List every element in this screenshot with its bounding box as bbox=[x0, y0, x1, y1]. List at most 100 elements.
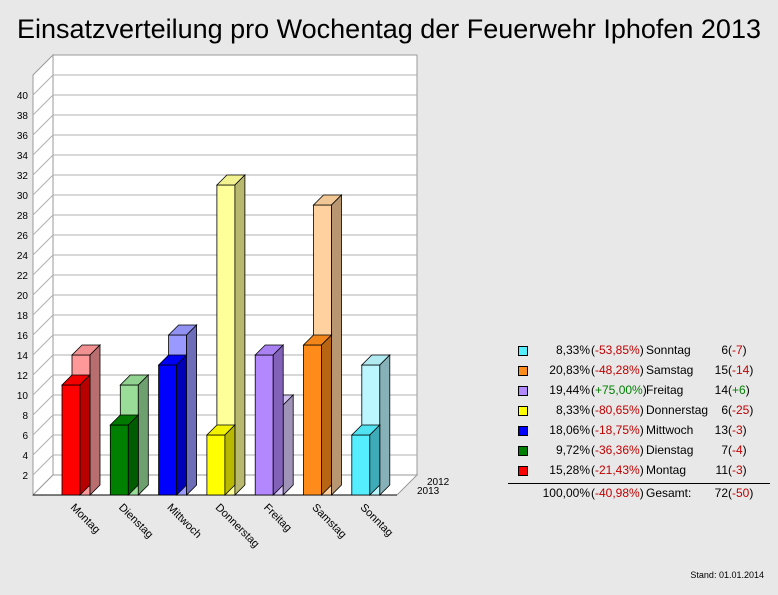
legend-percent: 8,33% bbox=[555, 343, 590, 357]
legend-total-label: Gesamt: bbox=[646, 486, 692, 500]
legend-count: 6 bbox=[721, 403, 728, 417]
y-tick-label: 14 bbox=[17, 351, 29, 362]
y-tick-label: 36 bbox=[17, 131, 29, 142]
series-label-2012: 2012 bbox=[427, 477, 450, 488]
legend-count: 14 bbox=[714, 383, 728, 397]
y-tick-label: 40 bbox=[17, 91, 29, 102]
y-tick-label: 28 bbox=[17, 211, 29, 222]
bar-2013-samstag bbox=[302, 334, 333, 496]
y-tick-label: 30 bbox=[17, 191, 29, 202]
y-tick-label: 2 bbox=[22, 471, 28, 482]
legend-swatch bbox=[518, 446, 528, 456]
legend-day: Sonntag bbox=[646, 343, 691, 357]
x-tick-label: Freitag bbox=[261, 502, 294, 535]
legend-diff: (-14) bbox=[728, 363, 754, 377]
bar-2013-montag bbox=[61, 374, 91, 496]
legend-day: Dienstag bbox=[646, 443, 694, 457]
legend-percent: 8,33% bbox=[555, 403, 590, 417]
legend-percent: 20,83% bbox=[549, 363, 590, 377]
legend-change: (-48,28%) bbox=[591, 363, 644, 377]
legend-total-diff: (-50) bbox=[728, 486, 754, 500]
bar-2012-donnerstag bbox=[215, 174, 246, 496]
legend-diff: (+6) bbox=[728, 383, 750, 397]
legend-change: (-53,85%) bbox=[591, 343, 644, 357]
legend-row: 20,83% (-48,28%) Samstag 15 (-14) bbox=[508, 361, 770, 381]
legend-row: 8,33% (-53,85%) Sonntag 6 (-7) bbox=[508, 341, 770, 361]
chart-title: Einsatzverteilung pro Wochentag der Feue… bbox=[17, 14, 761, 44]
legend-swatch bbox=[518, 366, 528, 376]
legend-count: 7 bbox=[721, 443, 728, 457]
legend-count: 13 bbox=[714, 423, 728, 437]
legend-swatch bbox=[518, 406, 528, 416]
legend-row: 8,33% (-80,65%) Donnerstag 6 (-25) bbox=[508, 401, 770, 421]
legend-percent: 9,72% bbox=[555, 443, 590, 457]
y-tick-label: 6 bbox=[22, 431, 28, 442]
x-tick-label: Montag bbox=[68, 502, 102, 536]
legend-count: 15 bbox=[714, 363, 728, 377]
legend-table: 8,33% (-53,85%) Sonntag 6 (-7) 20,83% (-48,28%… bbox=[508, 341, 770, 504]
y-tick-label: 32 bbox=[17, 171, 29, 182]
legend-diff: (-7) bbox=[728, 343, 747, 357]
legend-diff: (-4) bbox=[728, 443, 747, 457]
legend-change: (-18,75%) bbox=[591, 423, 644, 437]
y-tick-label: 16 bbox=[17, 331, 29, 342]
bars bbox=[61, 174, 391, 496]
y-tick-label: 12 bbox=[17, 371, 29, 382]
legend-day: Donnerstag bbox=[646, 403, 709, 417]
legend-diff: (-3) bbox=[728, 423, 747, 437]
y-tick-label: 38 bbox=[17, 111, 29, 122]
legend-diff: (-3) bbox=[728, 463, 747, 477]
legend-change: (-21,43%) bbox=[591, 463, 644, 477]
bar-2013-mittwoch bbox=[157, 354, 188, 496]
y-tick-label: 8 bbox=[22, 411, 28, 422]
x-tick-label: Dienstag bbox=[116, 502, 155, 541]
bar-2013-donnerstag bbox=[205, 424, 236, 496]
legend-row: 15,28% (-21,43%) Montag 11 (-3) bbox=[508, 461, 770, 481]
legend-total-count: 72 bbox=[714, 486, 728, 500]
x-tick-label: Mittwoch bbox=[164, 502, 203, 541]
legend-change: (-80,65%) bbox=[591, 403, 644, 417]
y-tick-label: 4 bbox=[22, 451, 28, 462]
legend-percent: 19,44% bbox=[549, 383, 590, 397]
legend-swatch bbox=[518, 386, 528, 396]
legend-row: 18,06% (-18,75%) Mittwoch 13 (-3) bbox=[508, 421, 770, 441]
legend-change: (-36,36%) bbox=[591, 443, 644, 457]
y-tick-label: 10 bbox=[17, 391, 29, 402]
bar-2013-sonntag bbox=[350, 424, 381, 496]
series-depth-labels: 2012 2013 bbox=[417, 477, 450, 497]
y-tick-label: 26 bbox=[17, 231, 29, 242]
legend-change: (+75,00%) bbox=[591, 383, 647, 397]
legend-day: Mittwoch bbox=[646, 423, 694, 437]
x-axis-labels: Montag Dienstag Mittwoch Donnerstag Freitag S… bbox=[68, 502, 395, 551]
legend-row: 19,44% (+75,00%) Freitag 14 (+6) bbox=[508, 381, 770, 401]
legend-day: Montag bbox=[646, 463, 687, 477]
legend-total-row: 100,00% (-40,98%) Gesamt: 72 (-50) bbox=[508, 483, 770, 504]
bar-2013-dienstag bbox=[109, 414, 140, 496]
legend-day: Samstag bbox=[646, 363, 694, 377]
legend-diff: (-25) bbox=[728, 403, 754, 417]
x-tick-label: Donnerstag bbox=[213, 502, 262, 551]
legend-swatch bbox=[518, 466, 528, 476]
bar-2013-freitag bbox=[254, 344, 285, 496]
legend-total-percent: 100,00% bbox=[542, 486, 590, 500]
y-tick-label: 20 bbox=[17, 291, 29, 302]
x-tick-label: Samstag bbox=[309, 502, 348, 541]
y-tick-label: 22 bbox=[17, 271, 29, 282]
y-tick-label: 34 bbox=[17, 151, 29, 162]
legend-swatch bbox=[518, 346, 528, 356]
y-tick-label: 24 bbox=[17, 251, 29, 262]
legend-count: 6 bbox=[721, 343, 728, 357]
x-tick-label: Sonntag bbox=[358, 502, 395, 539]
legend-swatch bbox=[518, 426, 528, 436]
legend-day: Freitag bbox=[646, 383, 684, 397]
legend-percent: 18,06% bbox=[549, 423, 590, 437]
legend-row: 9,72% (-36,36%) Dienstag 7 (-4) bbox=[508, 441, 770, 461]
stand-date: Stand: 01.01.2014 bbox=[690, 570, 764, 580]
y-tick-label: 18 bbox=[17, 311, 29, 322]
legend-percent: 15,28% bbox=[549, 463, 590, 477]
legend-count: 11 bbox=[715, 463, 728, 477]
legend-total-change: (-40,98%) bbox=[591, 486, 644, 500]
series-label-2013: 2013 bbox=[417, 486, 440, 497]
